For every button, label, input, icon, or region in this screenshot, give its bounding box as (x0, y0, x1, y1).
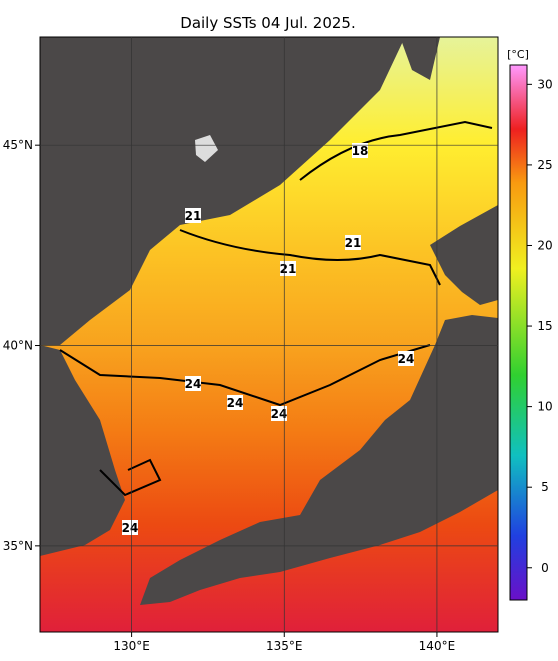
lon-label: 140°E (419, 639, 456, 653)
land (140, 315, 498, 605)
contour-label: 24 (271, 407, 288, 421)
colorbar-tick-label: 10 (537, 400, 552, 414)
contour-label-box (345, 235, 361, 250)
colorbar-unit: [°C] (507, 48, 529, 61)
colorbar (509, 64, 528, 601)
lat-label: 35°N (3, 539, 33, 553)
colorbar-tick-label: 0 (541, 561, 549, 575)
lon-label: 135°E (266, 639, 303, 653)
colorbar-tick-label: 15 (537, 319, 552, 333)
lat-label: 45°N (3, 138, 33, 152)
colorbar-tick-label: 30 (537, 77, 552, 91)
contour-label-box (122, 520, 138, 535)
contour-label: 24 (398, 352, 415, 366)
colorbar-tick-label: 5 (541, 480, 549, 494)
contour-label: 21 (185, 209, 202, 223)
colorbar-tick-label: 20 (537, 238, 552, 252)
contour-label-box (271, 406, 287, 421)
contour-label: 24 (185, 377, 202, 391)
contour-label: 21 (345, 236, 362, 250)
contour-label-box (398, 351, 414, 366)
contour-label-box (185, 376, 201, 391)
frame (39, 36, 499, 633)
land (400, 37, 440, 80)
map-area (40, 37, 498, 632)
contours (59, 120, 493, 497)
contour-label-box (352, 143, 368, 158)
contour-label-box (185, 208, 201, 223)
lat-label: 40°N (3, 339, 33, 353)
contour-label: 18 (352, 144, 369, 158)
map-title: Daily SSTs 04 Jul. 2025. (180, 14, 355, 32)
land (430, 205, 498, 305)
lake (195, 135, 218, 162)
colorbar-tick-label: 25 (537, 158, 552, 172)
lon-label: 130°E (113, 639, 150, 653)
contour-label: 24 (122, 521, 139, 535)
land (40, 345, 125, 556)
contour-label: 21 (280, 262, 297, 276)
contour-label: 24 (227, 396, 244, 410)
contour-label-box (227, 395, 243, 410)
